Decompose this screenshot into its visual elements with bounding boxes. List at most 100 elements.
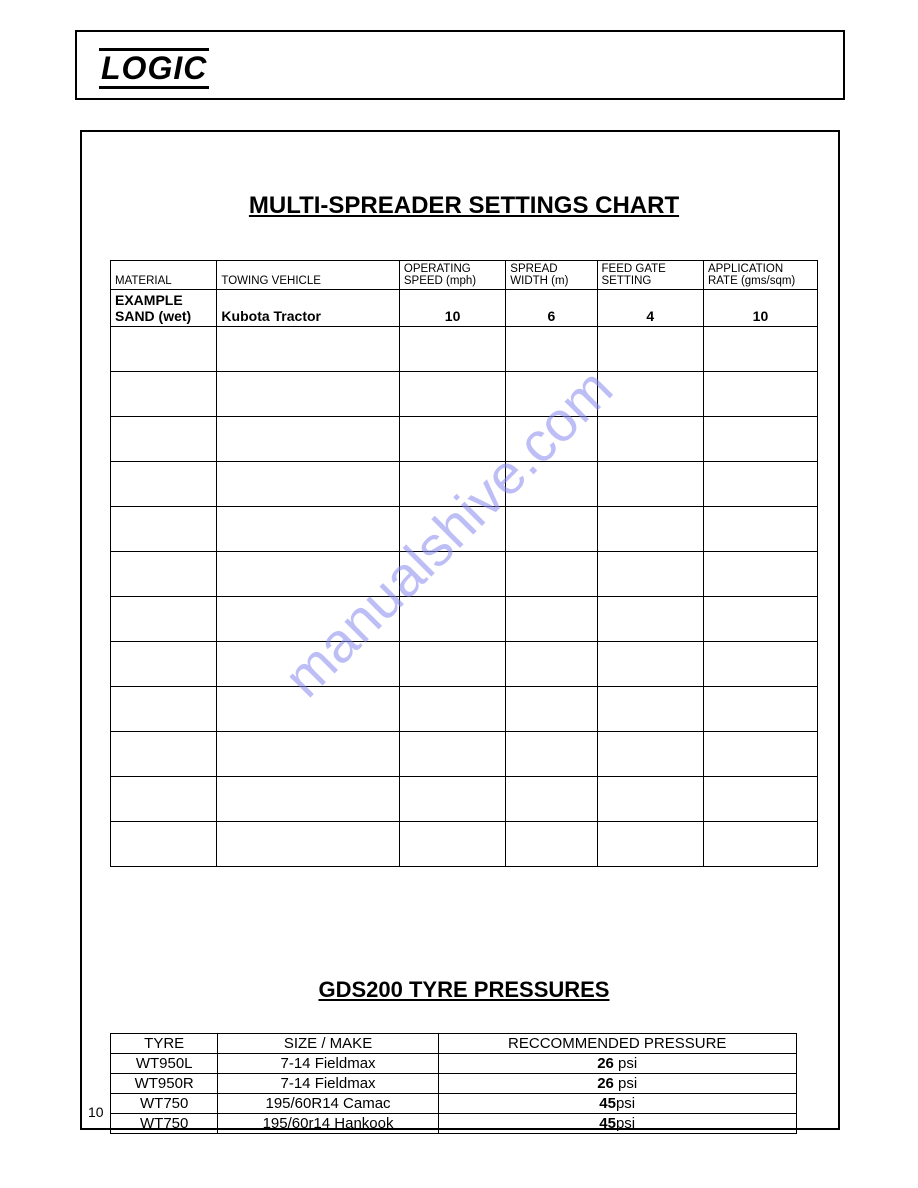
empty-cell — [703, 732, 817, 777]
empty-cell — [597, 327, 703, 372]
empty-cell — [597, 462, 703, 507]
empty-cell — [703, 822, 817, 867]
pressure-cell: 26 psi — [438, 1074, 796, 1094]
settings-chart-table: MATERIAL TOWING VEHICLE OPERATING SPEED … — [110, 260, 818, 867]
empty-cell — [597, 642, 703, 687]
size-make-cell: 195/60r14 Hankook — [218, 1114, 438, 1134]
size-make-cell: 7-14 Fieldmax — [218, 1054, 438, 1074]
empty-cell — [506, 417, 597, 462]
tyre-cell: WT950L — [111, 1054, 218, 1074]
empty-cell — [217, 822, 399, 867]
empty-cell — [111, 777, 217, 822]
empty-cell — [597, 777, 703, 822]
psi-unit: psi — [616, 1095, 635, 1112]
empty-cell — [217, 417, 399, 462]
empty-cell — [217, 642, 399, 687]
empty-cell — [703, 327, 817, 372]
col-tyre: TYRE — [111, 1034, 218, 1054]
empty-cell — [399, 552, 505, 597]
pressure-cell: 45psi — [438, 1114, 796, 1134]
empty-cell — [597, 822, 703, 867]
empty-cell — [399, 732, 505, 777]
empty-cell — [217, 507, 399, 552]
col-material: MATERIAL — [111, 261, 217, 290]
logo: LOGIC — [99, 48, 209, 89]
settings-chart-title: MULTI-SPREADER SETTINGS CHART — [110, 192, 818, 220]
page-number: 10 — [88, 1104, 104, 1120]
empty-cell — [399, 642, 505, 687]
table-row — [111, 687, 818, 732]
empty-cell — [111, 642, 217, 687]
empty-cell — [217, 462, 399, 507]
empty-cell — [703, 687, 817, 732]
empty-cell — [111, 687, 217, 732]
tyre-body: WT950L7-14 Fieldmax26 psiWT950R7-14 Fiel… — [111, 1054, 797, 1134]
empty-cell — [399, 822, 505, 867]
table-row: WT950L7-14 Fieldmax26 psi — [111, 1054, 797, 1074]
empty-cell — [506, 372, 597, 417]
empty-cell — [703, 372, 817, 417]
col-spread-width: SPREAD WIDTH (m) — [506, 261, 597, 290]
table-row: WT950R7-14 Fieldmax26 psi — [111, 1074, 797, 1094]
empty-cell — [506, 597, 597, 642]
empty-cell — [217, 732, 399, 777]
empty-cell — [506, 507, 597, 552]
size-make-cell: 195/60R14 Camac — [218, 1094, 438, 1114]
empty-cell — [703, 597, 817, 642]
empty-cell — [399, 327, 505, 372]
col-towing-vehicle: TOWING VEHICLE — [217, 261, 399, 290]
empty-cell — [506, 552, 597, 597]
size-make-cell: 7-14 Fieldmax — [218, 1074, 438, 1094]
empty-cell — [597, 552, 703, 597]
example-row: EXAMPLE SAND (wet) Kubota Tractor 10 6 4… — [111, 290, 818, 327]
example-speed: 10 — [399, 290, 505, 327]
psi-unit: psi — [616, 1115, 635, 1132]
table-row — [111, 597, 818, 642]
table-row — [111, 507, 818, 552]
empty-cell — [506, 777, 597, 822]
table-row — [111, 732, 818, 777]
empty-cell — [506, 687, 597, 732]
col-operating-speed: OPERATING SPEED (mph) — [399, 261, 505, 290]
empty-cell — [399, 597, 505, 642]
empty-cell — [217, 552, 399, 597]
empty-cell — [703, 507, 817, 552]
psi-value: 26 — [597, 1055, 614, 1072]
empty-cell — [597, 732, 703, 777]
table-row — [111, 462, 818, 507]
table-row — [111, 327, 818, 372]
content-box: MULTI-SPREADER SETTINGS CHART MATERIAL T… — [80, 130, 840, 1130]
empty-cell — [217, 327, 399, 372]
empty-cell — [597, 372, 703, 417]
empty-cell — [217, 777, 399, 822]
empty-cell — [111, 417, 217, 462]
settings-header-row: MATERIAL TOWING VEHICLE OPERATING SPEED … — [111, 261, 818, 290]
empty-cell — [506, 732, 597, 777]
empty-cell — [703, 417, 817, 462]
empty-cell — [111, 462, 217, 507]
empty-cell — [217, 597, 399, 642]
psi-value: 45 — [599, 1095, 616, 1112]
example-material-line1: EXAMPLE — [115, 292, 183, 308]
empty-cell — [217, 687, 399, 732]
table-row — [111, 822, 818, 867]
empty-cell — [111, 327, 217, 372]
table-row — [111, 642, 818, 687]
example-width: 6 — [506, 290, 597, 327]
tyre-pressures-table: TYRE SIZE / MAKE RECCOMMENDED PRESSURE W… — [110, 1033, 797, 1134]
col-feed-gate: FEED GATE SETTING — [597, 261, 703, 290]
pressure-cell: 26 psi — [438, 1054, 796, 1074]
example-towing: Kubota Tractor — [217, 290, 399, 327]
empty-cell — [111, 552, 217, 597]
table-row: WT750195/60R14 Camac45psi — [111, 1094, 797, 1114]
empty-cell — [399, 417, 505, 462]
empty-cell — [506, 327, 597, 372]
empty-cell — [399, 687, 505, 732]
table-row: WT750195/60r14 Hankook45psi — [111, 1114, 797, 1134]
empty-cell — [597, 687, 703, 732]
empty-cell — [399, 462, 505, 507]
empty-cell — [703, 642, 817, 687]
empty-cell — [111, 507, 217, 552]
example-rate: 10 — [703, 290, 817, 327]
empty-cell — [703, 777, 817, 822]
